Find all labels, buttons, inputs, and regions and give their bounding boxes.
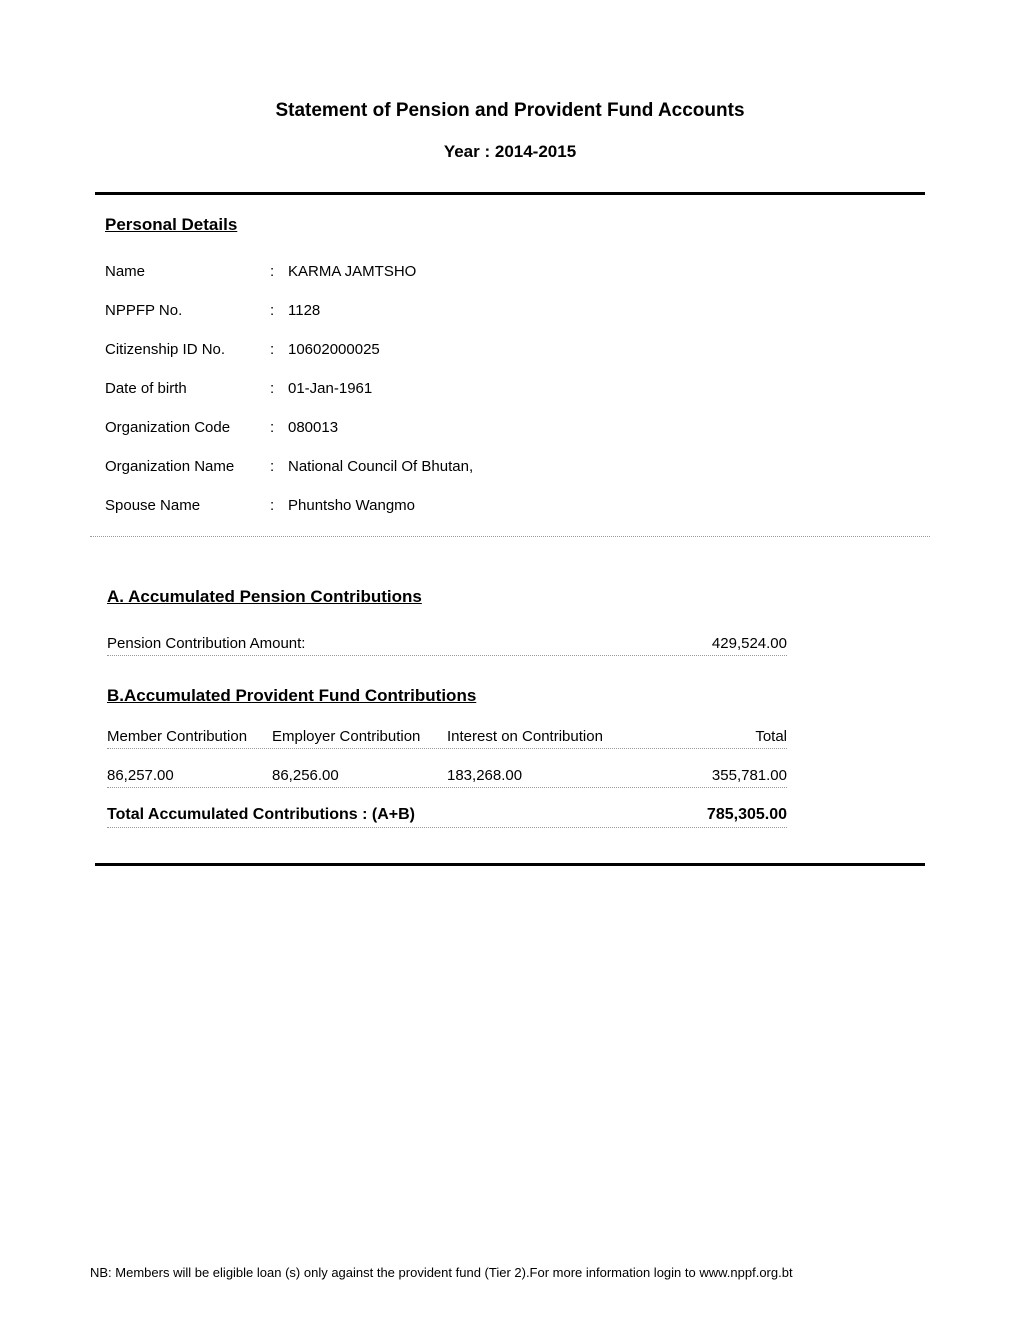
detail-label: Date of birth xyxy=(105,380,270,397)
pf-value-member: 86,257.00 xyxy=(107,767,272,784)
detail-value: 10602000025 xyxy=(288,341,930,358)
detail-row-org-code: Organization Code : 080013 xyxy=(105,419,930,436)
detail-label: Spouse Name xyxy=(105,497,270,514)
detail-colon: : xyxy=(270,263,288,280)
footer-note: NB: Members will be eligible loan (s) on… xyxy=(90,1265,930,1280)
accumulated-section: A. Accumulated Pension Contributions Pen… xyxy=(90,587,930,828)
detail-label: Name xyxy=(105,263,270,280)
detail-row-name: Name : KARMA JAMTSHO xyxy=(105,263,930,280)
total-label: Total Accumulated Contributions : (A+B) xyxy=(107,806,415,824)
detail-row-nppfp: NPPFP No. : 1128 xyxy=(105,302,930,319)
pension-contribution-row: Pension Contribution Amount: 429,524.00 xyxy=(107,635,787,656)
year-line: Year : 2014-2015 xyxy=(90,142,930,162)
detail-colon: : xyxy=(270,341,288,358)
provident-fund-heading: B.Accumulated Provident Fund Contributio… xyxy=(107,686,930,706)
divider-top xyxy=(95,192,925,195)
detail-row-citizenship: Citizenship ID No. : 10602000025 xyxy=(105,341,930,358)
detail-label: Organization Name xyxy=(105,458,270,475)
page-container: Statement of Pension and Provident Fund … xyxy=(0,0,1020,926)
detail-label: Citizenship ID No. xyxy=(105,341,270,358)
pf-value-employer: 86,256.00 xyxy=(272,767,447,784)
pf-data-row: 86,257.00 86,256.00 183,268.00 355,781.0… xyxy=(107,767,787,788)
detail-colon: : xyxy=(270,458,288,475)
detail-colon: : xyxy=(270,419,288,436)
pension-label: Pension Contribution Amount: xyxy=(107,635,712,652)
page-title: Statement of Pension and Provident Fund … xyxy=(90,100,930,122)
provident-fund-table: Member Contribution Employer Contributio… xyxy=(107,728,787,788)
detail-row-spouse: Spouse Name : Phuntsho Wangmo xyxy=(105,497,930,514)
personal-details-section: Personal Details Name : KARMA JAMTSHO NP… xyxy=(90,215,930,514)
detail-value: 1128 xyxy=(288,302,930,319)
detail-value: 01-Jan-1961 xyxy=(288,380,930,397)
year-label: Year : xyxy=(444,142,490,161)
title-section: Statement of Pension and Provident Fund … xyxy=(90,100,930,162)
pf-header-member: Member Contribution xyxy=(107,728,272,745)
detail-row-org-name: Organization Name : National Council Of … xyxy=(105,458,930,475)
pf-header-row: Member Contribution Employer Contributio… xyxy=(107,728,787,749)
detail-colon: : xyxy=(270,380,288,397)
detail-label: NPPFP No. xyxy=(105,302,270,319)
pf-header-total: Total xyxy=(677,728,787,745)
total-accumulated-row: Total Accumulated Contributions : (A+B) … xyxy=(107,806,787,828)
detail-row-dob: Date of birth : 01-Jan-1961 xyxy=(105,380,930,397)
detail-value: Phuntsho Wangmo xyxy=(288,497,930,514)
pf-value-interest: 183,268.00 xyxy=(447,767,677,784)
divider-bottom xyxy=(95,863,925,866)
divider-dotted xyxy=(90,536,930,537)
pf-header-employer: Employer Contribution xyxy=(272,728,447,745)
detail-label: Organization Code xyxy=(105,419,270,436)
pension-amount: 429,524.00 xyxy=(712,635,787,652)
personal-details-heading: Personal Details xyxy=(105,215,930,235)
detail-colon: : xyxy=(270,302,288,319)
pf-value-total: 355,781.00 xyxy=(677,767,787,784)
detail-value: National Council Of Bhutan, xyxy=(288,458,930,475)
pf-header-interest: Interest on Contribution xyxy=(447,728,677,745)
pension-heading: A. Accumulated Pension Contributions xyxy=(107,587,930,607)
detail-value: 080013 xyxy=(288,419,930,436)
detail-colon: : xyxy=(270,497,288,514)
year-value: 2014-2015 xyxy=(495,142,576,161)
detail-value: KARMA JAMTSHO xyxy=(288,263,930,280)
total-amount: 785,305.00 xyxy=(707,806,787,824)
